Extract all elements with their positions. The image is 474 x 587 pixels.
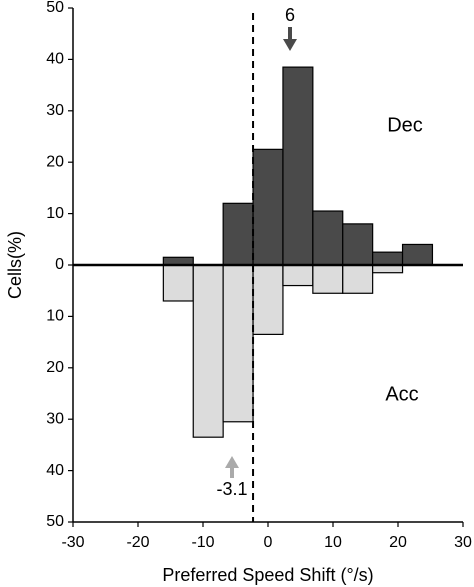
series-label: Dec — [387, 114, 423, 136]
annotation: -3.1 — [216, 479, 247, 499]
bar — [222, 202, 254, 266]
bar — [162, 264, 194, 302]
x-axis-label: Preferred Speed Shift (°/s) — [162, 565, 373, 585]
annotation: 6 — [285, 5, 295, 25]
y-tick-label: 30 — [46, 102, 64, 119]
y-tick-label: 30 — [46, 410, 64, 427]
bar — [192, 264, 224, 438]
bar — [282, 264, 314, 287]
y-tick-label: 50 — [46, 513, 64, 530]
x-tick-label: 0 — [264, 534, 273, 551]
bar — [222, 264, 254, 423]
x-tick-label: 30 — [454, 534, 472, 551]
y-axis-label: Cells(%) — [5, 231, 25, 299]
y-tick-label: 40 — [46, 462, 64, 479]
bar — [312, 264, 344, 294]
arrow-head — [225, 456, 239, 468]
arrow-head — [283, 39, 297, 51]
bar — [372, 251, 404, 266]
bar — [401, 243, 434, 266]
bar — [342, 264, 374, 294]
x-tick-label: -30 — [61, 534, 84, 551]
y-tick-label: 10 — [46, 205, 64, 222]
bar — [282, 66, 314, 266]
y-tick-label: 20 — [46, 359, 64, 376]
x-tick-label: -20 — [126, 534, 149, 551]
bar — [312, 210, 344, 266]
bar — [252, 148, 284, 266]
bar — [342, 223, 374, 266]
y-tick-label: 0 — [55, 256, 64, 273]
y-tick-label: 20 — [46, 153, 64, 170]
y-tick-label: 50 — [46, 0, 64, 16]
series-label: Acc — [385, 383, 418, 405]
x-tick-label: 20 — [389, 534, 407, 551]
bar — [252, 264, 284, 335]
x-tick-label: -10 — [191, 534, 214, 551]
x-tick-label: 10 — [324, 534, 342, 551]
y-tick-label: 10 — [46, 308, 64, 325]
y-tick-label: 40 — [46, 51, 64, 68]
